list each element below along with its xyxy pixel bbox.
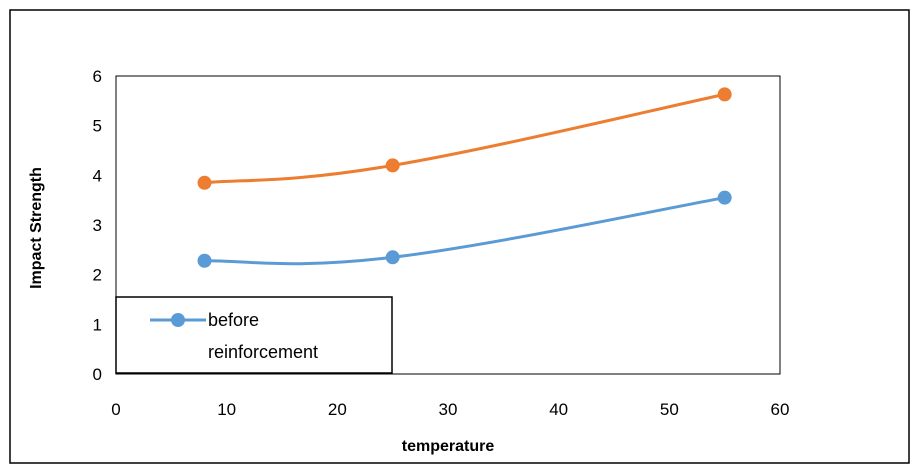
y-tick-label: 2 — [93, 266, 102, 285]
legend-label-line2: reinforcement — [208, 342, 318, 362]
x-tick-label: 30 — [439, 400, 458, 419]
y-tick-label: 4 — [93, 166, 102, 185]
data-point-series-0 — [717, 87, 732, 102]
y-tick-label: 1 — [93, 315, 102, 334]
data-point-series-0 — [197, 175, 212, 190]
legend-label-line1: before — [208, 310, 259, 330]
y-axis-ticks: 0 1 2 3 4 5 6 — [93, 67, 102, 384]
x-tick-label: 40 — [549, 400, 568, 419]
legend-box — [115, 296, 393, 374]
x-tick-label: 20 — [328, 400, 347, 419]
data-point-series-1 — [385, 250, 400, 265]
y-tick-label: 3 — [93, 216, 102, 235]
series-line-0 — [204, 92, 725, 185]
x-tick-label: 0 — [111, 400, 120, 419]
x-axis-title: temperature — [402, 438, 495, 455]
y-axis-title: Impact Strength — [28, 167, 45, 289]
legend: before reinforcement — [115, 296, 393, 374]
y-tick-label: 6 — [93, 67, 102, 86]
x-tick-label: 60 — [771, 400, 790, 419]
y-tick-label: 5 — [93, 117, 102, 136]
x-tick-label: 50 — [660, 400, 679, 419]
series-layer — [197, 87, 732, 268]
y-tick-label: 0 — [93, 365, 102, 384]
data-point-series-1 — [197, 253, 212, 268]
series-line-1 — [204, 196, 725, 266]
data-point-series-0 — [385, 158, 400, 173]
x-axis-ticks: 0 10 20 30 40 50 60 — [111, 400, 789, 419]
x-tick-label: 10 — [217, 400, 236, 419]
legend-marker-before-reinforcement — [171, 313, 185, 327]
data-point-series-1 — [717, 190, 732, 205]
